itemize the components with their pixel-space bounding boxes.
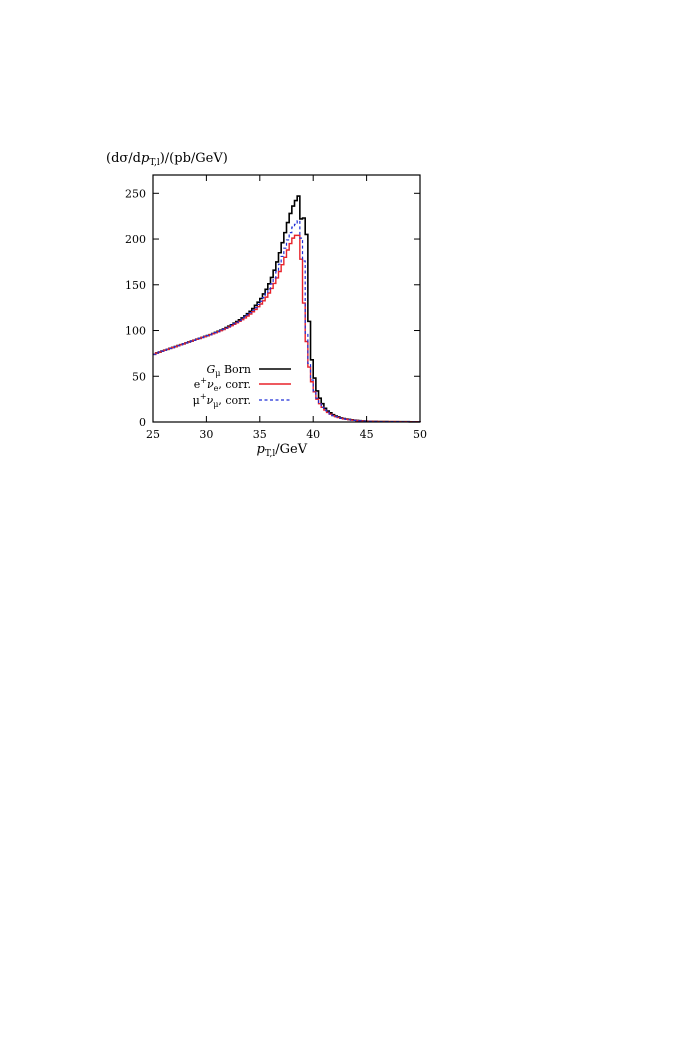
y-axis-title: (dσ/dpT,l)/(pb/GeV) — [106, 151, 228, 168]
plot-frame — [152, 174, 421, 423]
plot-series — [153, 195, 421, 423]
y-tick-label: 150 — [125, 279, 146, 292]
x-tick-label: 30 — [199, 428, 213, 441]
y-tick-label: 0 — [139, 416, 146, 429]
y-tick-label: 250 — [125, 187, 146, 200]
y-tick-label: 50 — [132, 370, 146, 383]
x-tick-label: 35 — [253, 428, 267, 441]
x-tick-label: 50 — [413, 428, 427, 441]
axis-ticks: 25 30 35 40 45 50 0 50 100 150 200 250 — [125, 175, 427, 441]
series-line-3 — [153, 220, 421, 423]
x-axis-title: pT,l/GeV — [257, 442, 308, 459]
x-tick-label: 45 — [360, 428, 374, 441]
x-tick-label: 25 — [146, 428, 160, 441]
legend-label-2: e+νe, corr. — [194, 376, 251, 393]
legend-label-1: Gμ Born — [206, 363, 251, 378]
x-tick-label: 40 — [306, 428, 320, 441]
y-tick-label: 200 — [125, 233, 146, 246]
legend-label-3: μ+νμ, corr. — [193, 392, 251, 409]
y-tick-label: 100 — [125, 325, 146, 338]
